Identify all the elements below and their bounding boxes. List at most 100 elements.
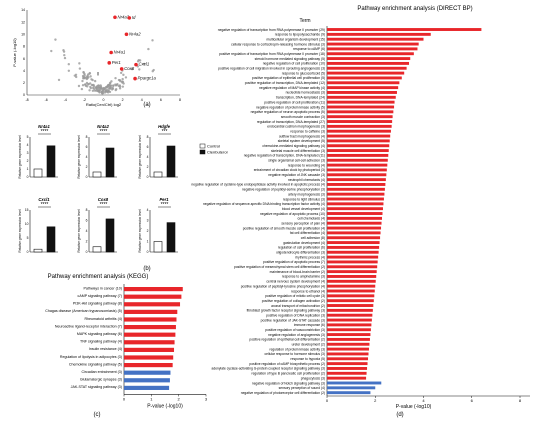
significance-stars: *** [162, 129, 168, 135]
direct-bp-bar [327, 183, 386, 186]
gene-bar-y-tick: 15 [25, 208, 29, 212]
direct-bp-bar [327, 245, 380, 249]
kegg-x-tick: 1 [150, 396, 153, 401]
direct-bp-bar [327, 362, 368, 366]
volcano-point [77, 84, 81, 88]
direct-bp-term-header: Term [299, 18, 310, 24]
kegg-bar [124, 363, 173, 368]
direct-bp-bar [327, 226, 382, 230]
volcano-highlight-point [124, 32, 129, 37]
kegg-category-label: JAK-STAT signaling pathway (3) [71, 385, 122, 389]
direct-bp-bar [327, 308, 373, 312]
volcano-point [118, 87, 122, 90]
direct-bp-category-label: central nervous system development (4) [266, 280, 325, 284]
volcano-point [73, 74, 77, 77]
direct-bp-bar [327, 289, 375, 293]
direct-bp-bar [327, 76, 402, 80]
direct-bp-bar [327, 352, 369, 356]
gene-bar [33, 168, 43, 178]
direct-bp-category-label: artery morphogenesis (3) [288, 192, 325, 196]
direct-bp-category-label: response to lipopolysaccharide (9) [275, 33, 325, 37]
direct-bp-category-label: oligodendrocyte differentiation (3) [276, 251, 325, 255]
volcano-point [117, 84, 120, 88]
volcano-point [81, 84, 85, 87]
volcano-point [104, 89, 107, 92]
kegg-category-label: Circadian entrainment (3) [81, 370, 122, 374]
volcano-point [97, 84, 100, 87]
direct-bp-category-label: negative regulation of neuron apoptotic … [251, 110, 325, 114]
gene-bar-y-tick: 8 [86, 135, 88, 139]
volcano-point [85, 81, 89, 85]
volcano-point [109, 86, 112, 89]
gene-bar-y-tick: 2 [147, 165, 149, 169]
gene-bar-y-tick: 5 [27, 135, 29, 139]
direct-bp-x-label: P-value (-log10) [396, 404, 432, 410]
direct-bp-bar [327, 391, 371, 395]
direct-bp-x-tick: 8 [519, 398, 522, 403]
direct-bp-bar [327, 197, 384, 201]
legend-label: Control [207, 144, 220, 149]
volcano-point [138, 68, 141, 71]
volcano-point [67, 63, 70, 66]
volcano-point [122, 73, 125, 77]
kegg-category-label: Regulation of lipolysis in adipocytes (3… [60, 355, 122, 359]
gene-bar-y-tick: 3 [147, 219, 149, 223]
gene-bar-panel: Cox8 0 2 4 6 8 Relative gene expression level *… [77, 197, 117, 254]
direct-bp-category-label: negative regulation of transcription, DN… [244, 154, 325, 158]
direct-bp-category-label: response to ethanol (4) [291, 289, 325, 293]
gene-bar-y-tick: 0 [27, 250, 29, 254]
direct-bp-bar [327, 318, 372, 322]
volcano-x-tick: 0 [103, 98, 105, 102]
volcano-highlight-label: Nr4a1 [114, 50, 126, 55]
volcano-plot: -8 -6 -4 -2 0 2 4 6 8 0 2 4 6 8 10 12 14 Ratio(Cen/Ctrl) … [12, 8, 181, 107]
gene-bar-y-label: Relative gene expression level [138, 135, 142, 179]
direct-bp-category-label: positive regulation of mesenchymal stem … [234, 265, 325, 269]
direct-bp-category-label: positive regulation of cAMP biosynthetic… [249, 362, 325, 366]
gene-bar-y-tick: 6 [147, 145, 149, 149]
volcano-point [57, 78, 61, 82]
gene-bar-y-tick: 1 [147, 240, 149, 244]
direct-bp-bar [327, 294, 375, 298]
legend-label: Clenbuterol [207, 150, 228, 155]
volcano-point [110, 80, 113, 83]
volcano-y-tick: 2 [23, 81, 25, 85]
volcano-point [62, 49, 65, 52]
direct-bp-bar [327, 357, 369, 361]
direct-bp-category-label: negative regulation of Notch signaling p… [252, 381, 325, 385]
direct-bp-category-label: maintenance of blood-brain barrier (2) [270, 270, 325, 274]
direct-bp-bar [327, 216, 383, 220]
volcano-highlight-point [113, 15, 117, 20]
direct-bp-bar [327, 158, 388, 162]
significance-stars: **** [161, 202, 169, 208]
gene-bar-panel-title: Nr4a2 [97, 124, 109, 129]
gene-bar-y-tick: 3 [27, 151, 29, 155]
direct-bp-bar [327, 81, 400, 85]
direct-bp-category-label: positive regulation of cell migration in… [218, 67, 325, 71]
legend-swatch [199, 143, 206, 149]
direct-bp-bar [327, 376, 367, 380]
volcano-point [121, 85, 125, 88]
volcano-y-tick: 14 [21, 8, 25, 12]
kegg-x-label: P-value (-log10) [147, 403, 183, 409]
direct-bp-category-label: negative regulation of sequence-specific… [203, 202, 325, 206]
direct-bp-bar [327, 129, 391, 133]
significance-stars: **** [41, 129, 49, 135]
direct-bp-category-label: negative regulation of protein kinase ac… [256, 105, 325, 109]
volcano-highlight-label: Cxcl1 [139, 62, 150, 67]
direct-bp-category-label: regulation of cell proliferation (6) [278, 246, 325, 250]
direct-bp-bar [327, 236, 381, 240]
volcano-x-label: Ratio(Cen/Ctrl) log2 [86, 102, 122, 107]
direct-bp-category-label: regulation of protein kinase activity (3… [269, 347, 325, 351]
kegg-category-label: PI3K-Akt signaling pathway (8) [73, 302, 122, 306]
volcano-highlight-point [109, 50, 113, 55]
kegg-category-label: TNF signaling pathway (4) [80, 340, 122, 344]
direct-bp-category-label: positive regulation of DNA replication (… [266, 313, 325, 317]
gene-bar-panel: Nr4a2 0 2 4 6 8 Relative gene expression level… [77, 124, 117, 179]
volcano-point [121, 77, 124, 81]
volcano-point [88, 89, 91, 92]
direct-bp-bar [327, 163, 388, 167]
direct-bp-x-tick: 2 [374, 398, 377, 403]
gene-bar-y-tick: 4 [86, 229, 88, 233]
volcano-x-tick: 8 [179, 98, 181, 102]
